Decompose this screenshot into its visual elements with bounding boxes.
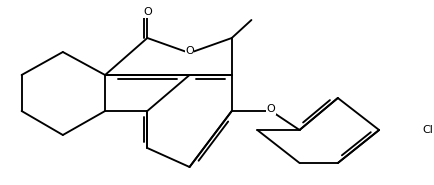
- Text: Cl: Cl: [422, 125, 433, 135]
- Text: O: O: [185, 46, 194, 56]
- Text: O: O: [266, 104, 276, 114]
- Text: O: O: [143, 7, 152, 17]
